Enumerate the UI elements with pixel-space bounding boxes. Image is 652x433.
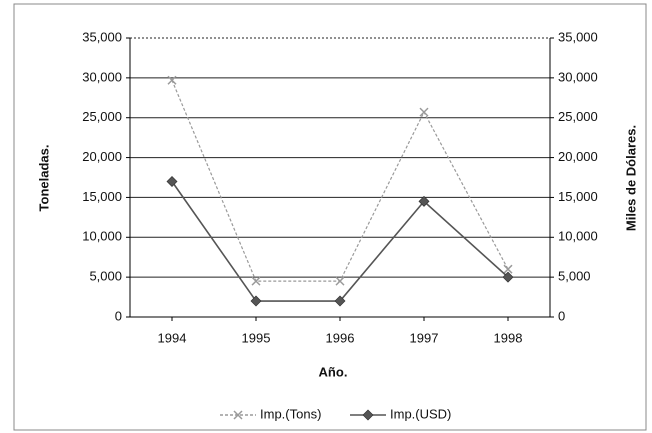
legend-marker	[233, 410, 243, 420]
y-tick-label: 5,000	[89, 269, 122, 284]
x-tick-label: 1998	[494, 330, 523, 345]
y-tick-label: 0	[115, 308, 122, 323]
x-tick-label: 1995	[242, 330, 271, 345]
y-axis-label: Toneladas.	[36, 145, 51, 212]
series-marker	[250, 295, 262, 307]
series-marker	[502, 271, 514, 283]
x-tick-label: 1997	[410, 330, 439, 345]
y-tick-label: 20,000	[82, 149, 122, 164]
x-tick-label: 1996	[326, 330, 355, 345]
y2-tick-label: 20,000	[558, 149, 598, 164]
y-tick-label: 35,000	[82, 29, 122, 44]
series-marker	[167, 75, 177, 85]
y2-tick-label: 30,000	[558, 69, 598, 84]
legend-label: Imp.(Tons)	[260, 406, 321, 421]
series-marker	[418, 195, 430, 207]
y2-tick-label: 10,000	[558, 229, 598, 244]
legend-label: Imp.(USD)	[390, 406, 451, 421]
y-tick-label: 10,000	[82, 229, 122, 244]
legend-marker	[362, 409, 374, 421]
x-tick-label: 1994	[158, 330, 187, 345]
series-marker	[251, 276, 261, 286]
series-marker	[419, 107, 429, 117]
series-marker	[334, 295, 346, 307]
x-axis-label: Año.	[319, 364, 348, 379]
series-marker	[503, 264, 513, 274]
chart-frame	[13, 3, 647, 431]
y2-tick-label: 35,000	[558, 29, 598, 44]
y-tick-label: 30,000	[82, 69, 122, 84]
y2-tick-label: 5,000	[558, 269, 591, 284]
y2-tick-label: 25,000	[558, 109, 598, 124]
y2-tick-label: 15,000	[558, 189, 598, 204]
y2-tick-label: 0	[558, 308, 565, 323]
y-tick-label: 15,000	[82, 189, 122, 204]
series-marker	[335, 276, 345, 286]
series-marker	[166, 175, 178, 187]
y-tick-label: 25,000	[82, 109, 122, 124]
y2-axis-label: Miles de Dólares.	[623, 125, 638, 231]
